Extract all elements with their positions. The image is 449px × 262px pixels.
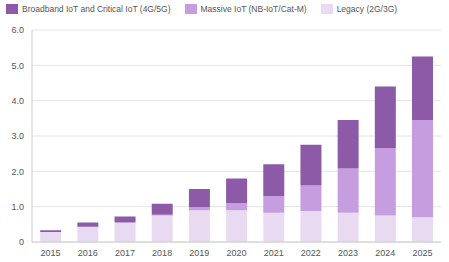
svg-text:4.0: 4.0 bbox=[11, 96, 24, 106]
svg-text:2017: 2017 bbox=[115, 248, 135, 258]
html-text:Legacy (2G/3G): Legacy (2G/3G) bbox=[336, 4, 398, 14]
svg-text:2023: 2023 bbox=[338, 248, 358, 258]
svg-text:2020: 2020 bbox=[226, 248, 246, 258]
svg-text:2022: 2022 bbox=[301, 248, 321, 258]
svg-text:2015: 2015 bbox=[41, 248, 61, 258]
svg-text:1.0: 1.0 bbox=[11, 202, 24, 212]
svg-text:2024: 2024 bbox=[375, 248, 395, 258]
svg-text:2019: 2019 bbox=[189, 248, 209, 258]
svg-text:2021: 2021 bbox=[264, 248, 284, 258]
svg-text:0: 0 bbox=[19, 237, 24, 247]
svg-text:2025: 2025 bbox=[412, 248, 432, 258]
svg-text:2.0: 2.0 bbox=[11, 167, 24, 177]
svg-text:2016: 2016 bbox=[78, 248, 98, 258]
svg-text:2018: 2018 bbox=[152, 248, 172, 258]
svg-text:3.0: 3.0 bbox=[11, 131, 24, 141]
html-text:Massive IoT (NB-IoT/Cat-M): Massive IoT (NB-IoT/Cat-M) bbox=[200, 4, 307, 14]
svg-text:6.0: 6.0 bbox=[11, 25, 24, 35]
html-text:Broadband IoT and Critical IoT: Broadband IoT and Critical IoT (4G/5G) bbox=[22, 4, 171, 14]
svg-text:5.0: 5.0 bbox=[11, 61, 24, 71]
